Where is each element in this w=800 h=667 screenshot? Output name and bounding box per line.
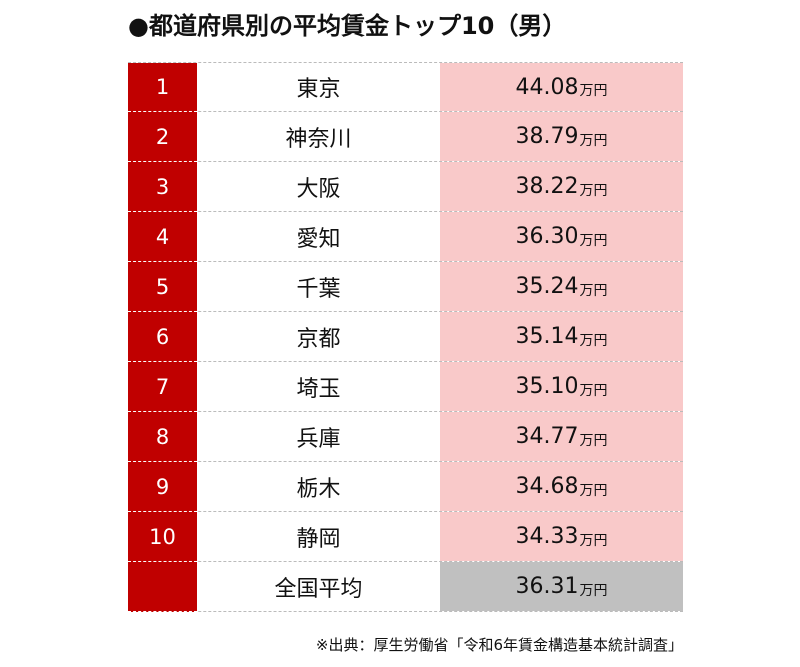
wage-value: 35.14 <box>515 324 579 349</box>
prefecture-cell: 大阪 <box>296 176 341 202</box>
table-row: 7 埼玉 35.10 万円 <box>128 362 683 412</box>
wage-unit: 万円 <box>579 332 608 349</box>
rank-cell: 1 <box>128 63 197 112</box>
wage-unit: 万円 <box>579 382 608 399</box>
prefecture-cell: 千葉 <box>296 276 341 302</box>
table-row: 8 兵庫 34.77 万円 <box>128 412 683 462</box>
wage-cell: 38.22 万円 <box>440 162 683 211</box>
wage-value: 34.33 <box>515 524 579 549</box>
wage-value: 44.08 <box>515 74 579 100</box>
wage-value: 35.24 <box>515 274 579 299</box>
prefecture-cell: 静岡 <box>296 526 341 552</box>
rank-cell: 4 <box>128 212 197 262</box>
table-row: 4 愛知 36.30 万円 <box>128 212 683 262</box>
title: ●都道府県別の平均賃金トップ10（男） <box>128 12 567 40</box>
wage-unit: 万円 <box>579 232 608 249</box>
wage-unit: 万円 <box>579 532 608 549</box>
table-row: 5 千葉 35.24 万円 <box>128 262 683 312</box>
wage-value: 34.68 <box>515 474 579 499</box>
wage-unit: 万円 <box>579 582 608 599</box>
wage-unit: 万円 <box>579 282 608 299</box>
wage-cell: 34.68 万円 <box>440 462 683 511</box>
prefecture-cell: 栃木 <box>296 476 341 502</box>
table-row: 3 大阪 38.22 万円 <box>128 162 683 212</box>
wage-value: 38.22 <box>515 174 579 199</box>
prefecture-cell: 兵庫 <box>296 426 341 452</box>
wage-cell: 35.10 万円 <box>440 362 683 411</box>
wage-cell: 44.08 万円 <box>440 63 683 111</box>
source-note: ※出典：厚生労働省「令和6年賃金構造基本統計調査」 <box>315 636 683 654</box>
wage-value: 36.30 <box>515 224 579 249</box>
wage-cell: 34.77 万円 <box>440 412 683 461</box>
table-row: 10 静岡 34.33 万円 <box>128 512 683 562</box>
wage-cell: 35.24 万円 <box>440 262 683 311</box>
wage-unit: 万円 <box>579 482 608 499</box>
prefecture-cell: 神奈川 <box>285 126 352 152</box>
wage-cell: 36.31 万円 <box>440 562 683 611</box>
rank-cell: 8 <box>128 412 197 462</box>
wage-value: 36.31 <box>515 574 579 599</box>
rank-cell: 10 <box>128 512 197 562</box>
rank-cell: 6 <box>128 312 197 362</box>
table-row: 全国平均 36.31 万円 <box>128 562 683 612</box>
prefecture-cell: 京都 <box>296 326 341 352</box>
table-row: 2 神奈川 38.79 万円 <box>128 112 683 162</box>
rank-cell: 5 <box>128 262 197 312</box>
rank-cell: 2 <box>128 112 197 162</box>
wage-unit: 万円 <box>579 132 608 149</box>
wage-cell: 35.14 万円 <box>440 312 683 361</box>
prefecture-cell: 全国平均 <box>274 576 363 602</box>
wage-cell: 34.33 万円 <box>440 512 683 561</box>
rank-cell <box>128 562 197 612</box>
table-row: 1 東京 44.08 万円 <box>128 62 683 112</box>
wage-cell: 38.79 万円 <box>440 112 683 161</box>
table-row: 9 栃木 34.68 万円 <box>128 462 683 512</box>
wage-value: 35.10 <box>515 374 579 399</box>
rank-cell: 3 <box>128 162 197 212</box>
wage-value: 34.77 <box>515 424 579 449</box>
rank-cell: 7 <box>128 362 197 412</box>
rank-cell: 9 <box>128 462 197 512</box>
table-row: 6 京都 35.14 万円 <box>128 312 683 362</box>
prefecture-cell: 東京 <box>296 77 341 102</box>
table: 1 東京 44.08 万円 2 神奈川 38.79 万円 3 大阪 38.22 万円 4 愛知 36.30 万… <box>128 62 683 612</box>
wage-value: 38.79 <box>515 124 579 149</box>
wage-cell: 36.30 万円 <box>440 212 683 261</box>
wage-unit: 万円 <box>579 432 608 449</box>
prefecture-cell: 埼玉 <box>296 376 341 402</box>
prefecture-cell: 愛知 <box>296 226 341 252</box>
wage-unit: 万円 <box>579 83 608 99</box>
wage-unit: 万円 <box>579 182 608 199</box>
